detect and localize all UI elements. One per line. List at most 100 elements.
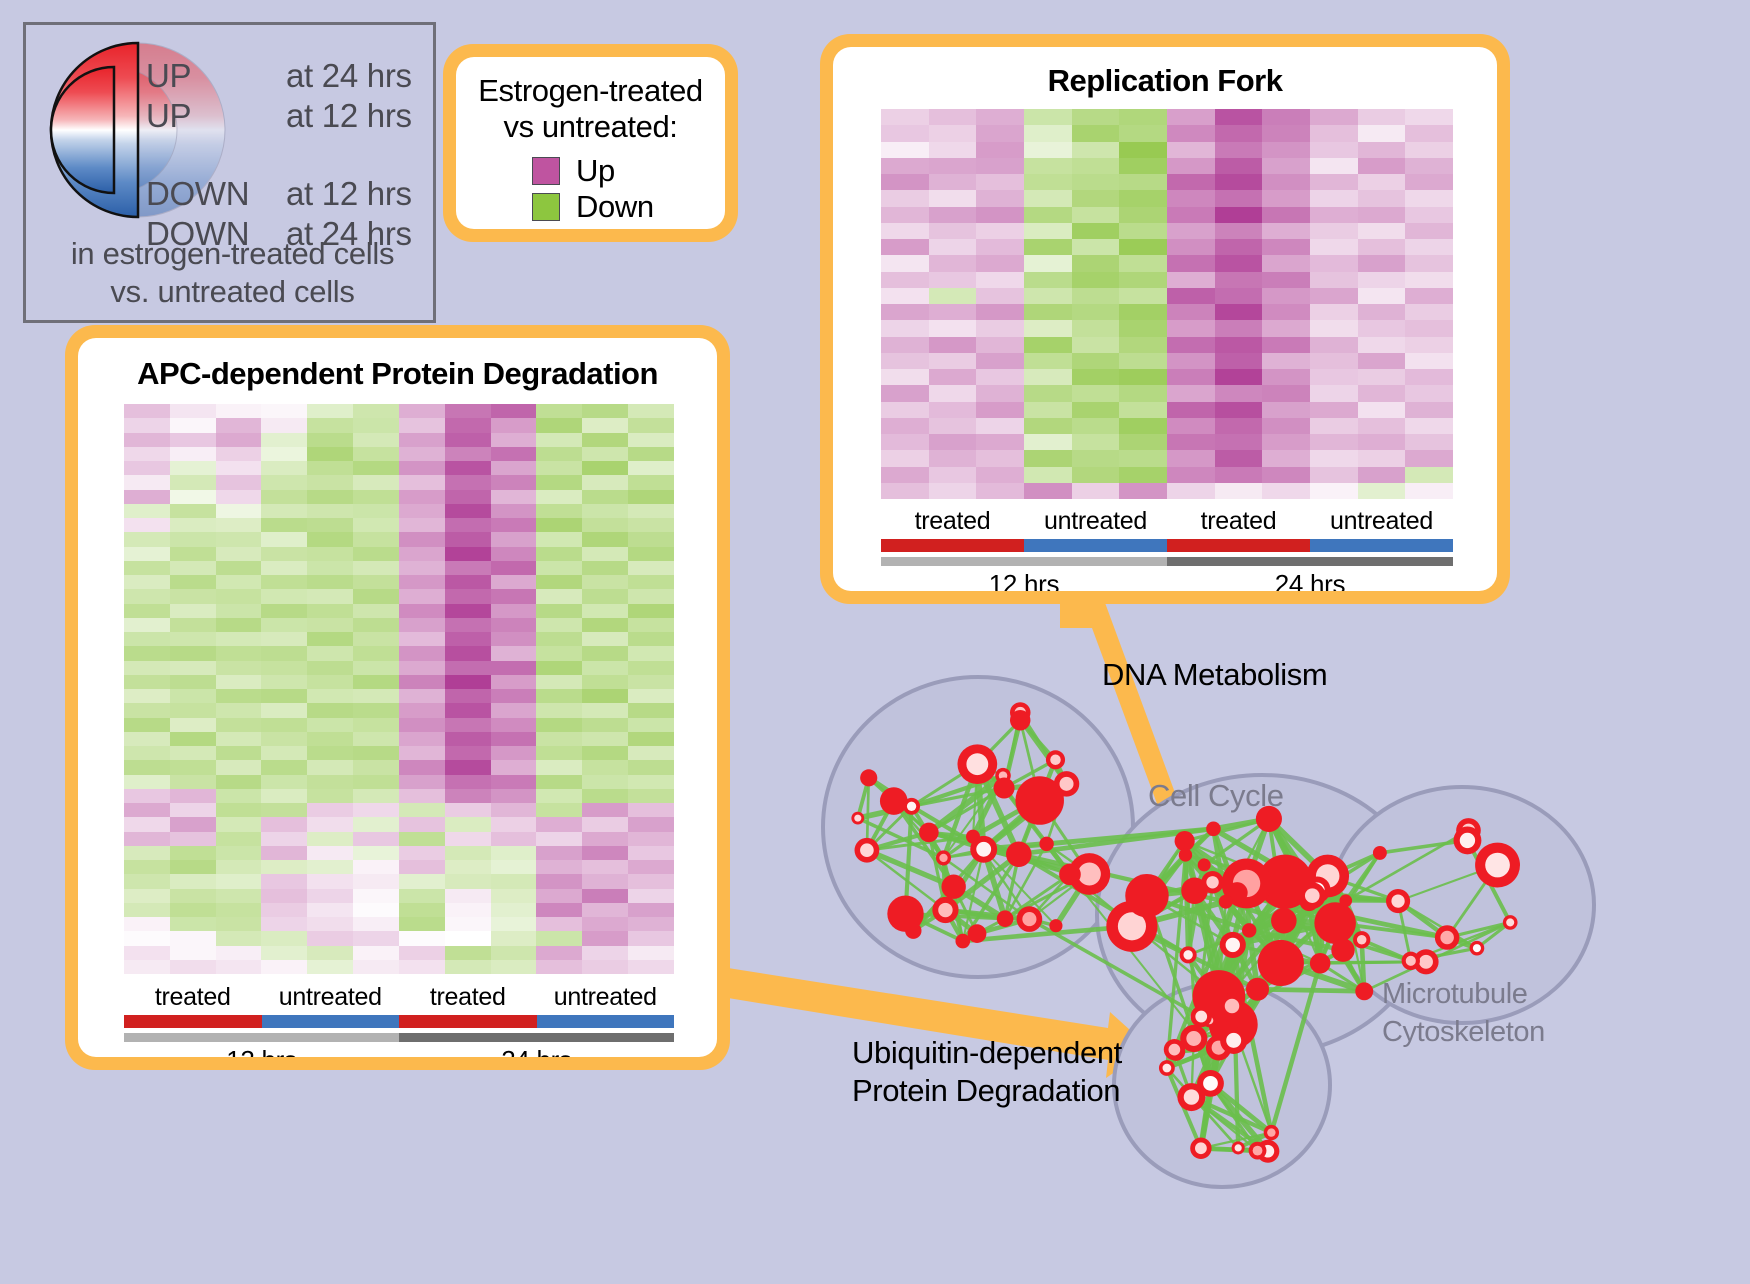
heatmap-cell: [1262, 109, 1310, 125]
network-node[interactable]: [1242, 923, 1256, 937]
network-node[interactable]: [1264, 1125, 1279, 1140]
heatmap-cell: [1358, 223, 1406, 239]
network-node[interactable]: [936, 850, 951, 865]
network-node[interactable]: [1219, 993, 1245, 1019]
heatmap-cell: [1215, 369, 1263, 385]
heatmap-cell: [1358, 418, 1406, 434]
network-node[interactable]: [1271, 908, 1297, 934]
heatmap-cell: [399, 789, 445, 803]
network-node[interactable]: [1220, 932, 1246, 958]
heatmap-cell: [1024, 385, 1072, 401]
network-node[interactable]: [1258, 940, 1304, 986]
network-node[interactable]: [1179, 848, 1192, 861]
network-node[interactable]: [1125, 874, 1168, 917]
network-node[interactable]: [903, 798, 920, 815]
network-node[interactable]: [957, 744, 997, 784]
network-node[interactable]: [1299, 882, 1326, 909]
network-node[interactable]: [1197, 1070, 1224, 1097]
network-node[interactable]: [1355, 982, 1373, 1000]
network-node[interactable]: [1249, 1142, 1267, 1160]
heatmap-cell: [1167, 467, 1215, 483]
network-node[interactable]: [1232, 1141, 1245, 1154]
heatmap-cell: [261, 547, 307, 561]
network-node[interactable]: [1017, 906, 1043, 932]
heatmap-cell: [536, 732, 582, 746]
network-node[interactable]: [851, 812, 864, 825]
network-node[interactable]: [1010, 710, 1030, 730]
heatmap-cell: [1119, 353, 1167, 369]
heatmap-cell: [976, 353, 1024, 369]
heatmap-cell: [170, 732, 216, 746]
network-node[interactable]: [932, 897, 958, 923]
network-node[interactable]: [860, 769, 877, 786]
heatmap-cell: [1072, 385, 1120, 401]
network-node[interactable]: [1386, 889, 1410, 913]
network-node[interactable]: [955, 934, 970, 949]
heatmap-cell: [1024, 223, 1072, 239]
network-node[interactable]: [1310, 953, 1331, 974]
network-node[interactable]: [1331, 938, 1354, 961]
network-node[interactable]: [1339, 894, 1352, 907]
heatmap-cell: [536, 917, 582, 931]
network-node[interactable]: [1314, 902, 1356, 944]
network-node[interactable]: [1054, 771, 1079, 796]
network-node[interactable]: [1198, 858, 1211, 871]
network-node[interactable]: [1206, 822, 1221, 837]
network-node[interactable]: [1006, 841, 1032, 867]
network-node[interactable]: [1503, 915, 1518, 930]
heatmap-cell: [582, 504, 628, 518]
network-node[interactable]: [1353, 931, 1370, 948]
network-node[interactable]: [880, 787, 908, 815]
network-node[interactable]: [1046, 750, 1065, 769]
network-node[interactable]: [997, 910, 1014, 927]
network-node[interactable]: [919, 823, 939, 843]
network-node[interactable]: [1246, 978, 1269, 1001]
network-node[interactable]: [1475, 843, 1520, 888]
network-node[interactable]: [1049, 919, 1062, 932]
network-node[interactable]: [1402, 952, 1420, 970]
node-inner-circle: [1357, 935, 1367, 945]
network-node[interactable]: [1039, 837, 1053, 851]
node-outer-circle: [1242, 923, 1256, 937]
network-node[interactable]: [1191, 1006, 1212, 1027]
heatmap-cell: [261, 646, 307, 660]
heatmap-cell: [124, 874, 170, 888]
node-outer-circle: [1179, 848, 1192, 861]
heatmap-cell: [353, 561, 399, 575]
network-node[interactable]: [968, 924, 987, 943]
heatmap-cell: [582, 931, 628, 945]
network-node[interactable]: [994, 778, 1015, 799]
network-node[interactable]: [1470, 941, 1485, 956]
network-node[interactable]: [1164, 1039, 1185, 1060]
network-node[interactable]: [1159, 1060, 1175, 1076]
heatmap-cell: [976, 304, 1024, 320]
network-node[interactable]: [905, 923, 921, 939]
heatmap-cell: [261, 604, 307, 618]
heatmap-cell: [1072, 109, 1120, 125]
network-node[interactable]: [855, 838, 880, 863]
network-node[interactable]: [1175, 831, 1195, 851]
network-node[interactable]: [1190, 1138, 1211, 1159]
heatmap-cell: [399, 547, 445, 561]
heatmap-cell: [1215, 434, 1263, 450]
heatmap-cell: [1405, 418, 1453, 434]
heatmap-cell: [1215, 418, 1263, 434]
heatmap-cell: [1072, 142, 1120, 158]
network-node[interactable]: [1180, 946, 1197, 963]
network-node[interactable]: [1373, 846, 1387, 860]
network-node[interactable]: [941, 875, 965, 899]
heatmap-cell: [216, 675, 262, 689]
network-node[interactable]: [1453, 826, 1481, 854]
heatmap-cell: [216, 817, 262, 831]
network-node[interactable]: [1059, 864, 1081, 886]
condition-bar-segment: [1167, 539, 1310, 552]
heatmap-cell: [881, 483, 929, 499]
network-node[interactable]: [1220, 1027, 1247, 1054]
network-node[interactable]: [1435, 925, 1460, 950]
heatmap-cell: [1405, 223, 1453, 239]
network-node[interactable]: [1219, 895, 1233, 909]
heatmap-cell: [1262, 158, 1310, 174]
network-node[interactable]: [1201, 871, 1223, 893]
network-node[interactable]: [970, 836, 997, 863]
heatmap-cell: [124, 618, 170, 632]
